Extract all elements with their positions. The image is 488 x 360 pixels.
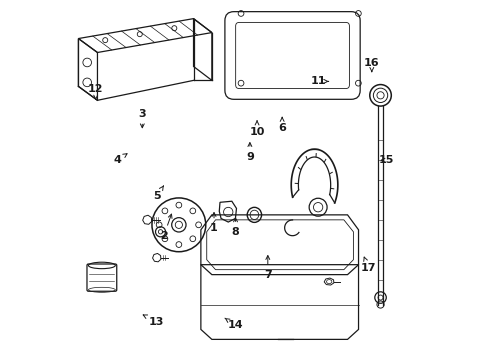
Text: 17: 17 bbox=[360, 257, 375, 273]
Text: 12: 12 bbox=[88, 84, 103, 99]
Text: 2: 2 bbox=[160, 214, 172, 240]
Text: 16: 16 bbox=[363, 58, 379, 72]
Text: 1: 1 bbox=[210, 212, 218, 233]
Text: 9: 9 bbox=[245, 143, 253, 162]
Text: 7: 7 bbox=[264, 256, 271, 280]
Text: 11: 11 bbox=[309, 76, 328, 86]
Text: 15: 15 bbox=[378, 155, 393, 165]
Text: 4: 4 bbox=[113, 154, 127, 165]
Text: 10: 10 bbox=[249, 121, 264, 136]
Text: 6: 6 bbox=[278, 117, 285, 133]
Text: 8: 8 bbox=[231, 218, 239, 237]
Text: 14: 14 bbox=[224, 318, 243, 330]
Text: 5: 5 bbox=[153, 186, 163, 201]
Text: 3: 3 bbox=[138, 109, 146, 128]
Text: 13: 13 bbox=[143, 315, 164, 327]
